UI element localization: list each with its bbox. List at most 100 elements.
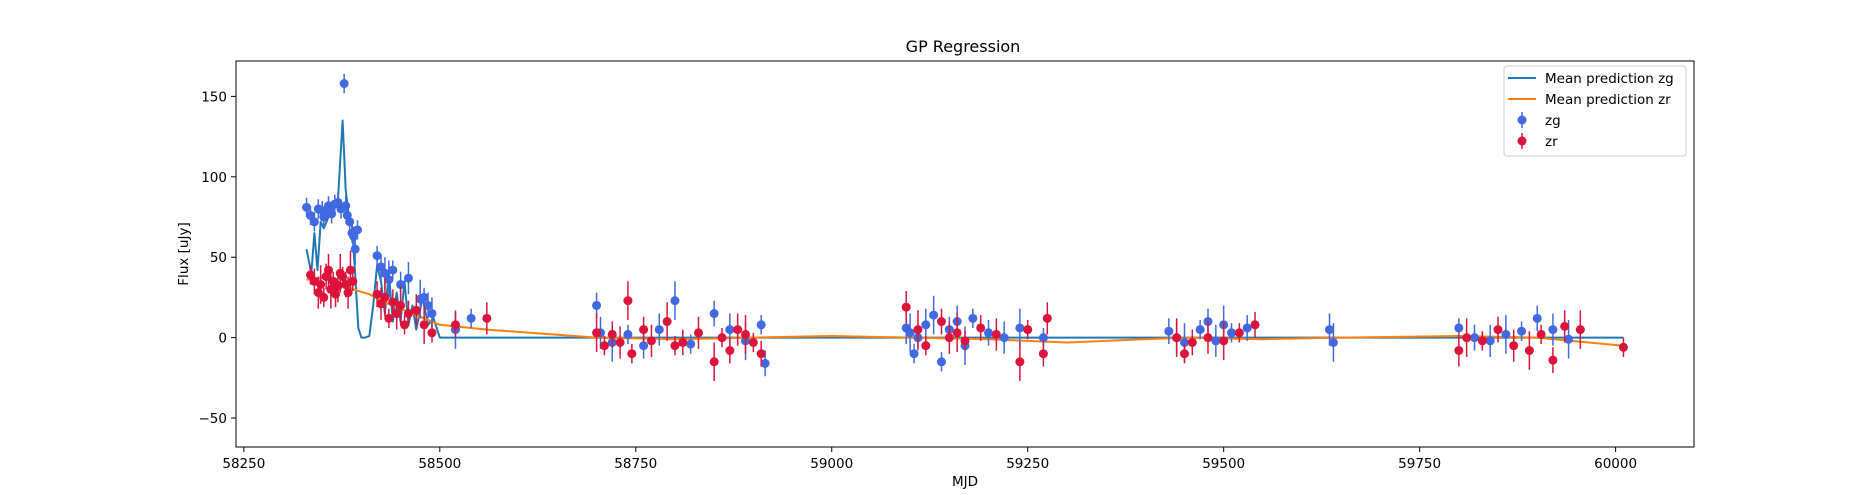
point-zg	[1328, 337, 1338, 347]
point-zg	[1501, 329, 1511, 339]
point-zg	[984, 328, 994, 338]
point-zr	[1524, 346, 1534, 355]
legend-label-zg-points: zg	[1545, 113, 1561, 129]
point-zg	[686, 339, 696, 349]
point-zr	[305, 270, 315, 280]
point-zg	[1325, 325, 1334, 335]
point-zr	[756, 349, 766, 359]
point-zg	[623, 329, 633, 339]
point-zr	[376, 299, 386, 309]
point-zr	[944, 333, 954, 343]
point-zg	[350, 244, 360, 254]
point-zr	[678, 337, 688, 347]
point-zg	[1038, 333, 1048, 343]
point-zg	[1195, 325, 1205, 335]
point-zr	[725, 346, 735, 355]
point-zr	[1038, 349, 1048, 359]
point-zg	[302, 202, 312, 212]
point-zg	[1548, 325, 1558, 335]
point-zg	[327, 209, 337, 219]
x-tick-label: 58500	[418, 456, 461, 472]
point-zr	[316, 280, 326, 290]
point-zr	[343, 288, 353, 298]
y-tick-label: 150	[201, 89, 227, 105]
plot-area	[302, 73, 1628, 382]
point-zr	[331, 289, 341, 299]
point-zg	[372, 251, 382, 261]
point-zr	[936, 317, 946, 327]
x-tick-label: 59000	[810, 456, 853, 472]
point-zg	[466, 313, 476, 323]
point-zg	[1470, 333, 1480, 343]
point-zr	[403, 309, 413, 319]
point-zr	[607, 329, 617, 339]
point-zr	[1234, 328, 1244, 338]
point-zg	[376, 262, 386, 272]
point-zr	[1179, 349, 1189, 359]
point-zg	[999, 333, 1009, 343]
point-zg	[1227, 328, 1237, 338]
point-zr	[1042, 313, 1052, 323]
point-zr	[392, 309, 402, 319]
point-zr	[913, 325, 923, 335]
point-zr	[615, 337, 625, 347]
point-zr	[1509, 341, 1519, 351]
y-axis: −50 0 50 100 150	[199, 89, 236, 427]
point-zr	[380, 292, 390, 302]
point-zr	[623, 296, 633, 306]
point-zr	[639, 325, 649, 335]
point-zg	[388, 265, 398, 275]
point-zg	[670, 296, 680, 306]
x-tick-label: 60000	[1594, 456, 1637, 472]
point-zr	[921, 341, 931, 351]
point-zr	[1250, 320, 1260, 330]
point-zr	[991, 329, 1001, 339]
point-zg	[339, 79, 349, 89]
point-zg	[345, 217, 355, 227]
point-zr	[411, 305, 421, 315]
point-zr	[1548, 355, 1558, 365]
x-tick-label: 58250	[222, 456, 265, 472]
point-zr	[976, 323, 986, 333]
x-axis: 58250 58500 58750 59000 59250 59500 59750 60000	[222, 447, 1637, 472]
point-zr	[427, 328, 437, 338]
point-zr	[450, 320, 460, 330]
point-zr	[748, 337, 758, 347]
point-zg	[1211, 336, 1221, 346]
point-zg	[353, 225, 362, 235]
point-zg	[380, 268, 390, 278]
point-zr	[1187, 337, 1197, 347]
point-zg	[592, 300, 602, 310]
y-tick-label: 50	[210, 250, 227, 266]
y-tick-label: −50	[199, 411, 228, 427]
point-zr	[646, 336, 656, 346]
point-zg	[305, 210, 315, 220]
point-zr	[1015, 357, 1025, 367]
point-zr	[717, 333, 727, 343]
point-zg	[1564, 334, 1574, 344]
point-zg	[756, 320, 766, 330]
point-zr	[1203, 333, 1213, 343]
axes-frame	[235, 60, 1695, 448]
legend-label-zr-points: zr	[1545, 134, 1558, 150]
point-zr	[319, 292, 329, 302]
point-zg	[309, 217, 319, 227]
point-zr	[952, 328, 962, 338]
point-zr	[388, 297, 398, 307]
point-zr	[1219, 336, 1229, 346]
x-tick-label: 59750	[1398, 456, 1441, 472]
x-axis-label: MJD	[952, 474, 978, 490]
point-zg	[427, 309, 437, 319]
point-zr	[1477, 336, 1487, 346]
point-zg	[396, 280, 406, 290]
point-zr	[741, 329, 751, 339]
line-mean-prediction-zr	[306, 277, 1624, 347]
x-tick-label: 59500	[1202, 456, 1245, 472]
point-zg	[384, 275, 394, 285]
point-zr	[1023, 325, 1033, 335]
point-zg	[909, 349, 919, 359]
point-zr	[1462, 333, 1472, 343]
legend-label-zg-line: Mean prediction zg	[1545, 71, 1674, 87]
point-zr	[372, 289, 382, 299]
